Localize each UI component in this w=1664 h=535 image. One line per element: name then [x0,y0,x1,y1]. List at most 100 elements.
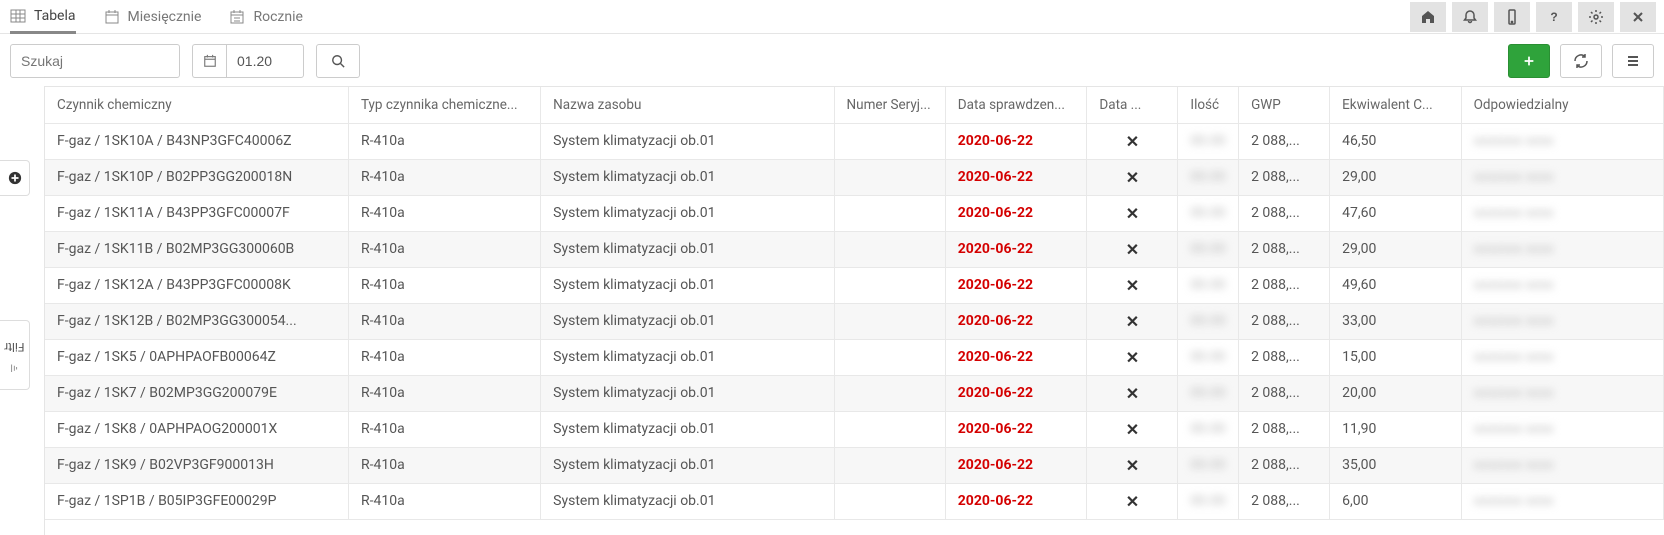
table-row[interactable]: F-gaz / 1SK10P / B02PP3GG200018NR-410aSy… [45,159,1664,195]
cell-ilosc: 00.00 [1178,195,1239,231]
cell-typ: R-410a [348,339,540,375]
add-button[interactable] [1508,44,1550,78]
table-row[interactable]: F-gaz / 1SK5 / 0APHPAOFB00064ZR-410aSyst… [45,339,1664,375]
col-ekw[interactable]: Ekwiwalent C... [1330,87,1462,123]
cell-numer [834,123,945,159]
cell-nazwa: System klimatyzacji ob.01 [541,375,834,411]
cell-ilosc: 00.00 [1178,447,1239,483]
tab-miesiecznie-label: Miesięcznie [128,9,202,25]
col-typ[interactable]: Typ czynnika chemiczne... [348,87,540,123]
phone-icon [1504,9,1520,25]
settings-button[interactable] [1578,2,1614,32]
col-numer[interactable]: Numer Seryj... [834,87,945,123]
cell-dataspr: 2020-06-22 [945,303,1087,339]
cell-data2: ✕ [1087,411,1178,447]
cell-typ: R-410a [348,303,540,339]
table-row[interactable]: F-gaz / 1SK10A / B43NP3GFC40006ZR-410aSy… [45,123,1664,159]
cell-data2: ✕ [1087,159,1178,195]
col-gwp[interactable]: GWP [1239,87,1330,123]
gear-icon [1588,9,1604,25]
table-header-row: Czynnik chemiczny Typ czynnika chemiczne… [45,87,1664,123]
cell-ekw: 29,00 [1330,231,1462,267]
cell-typ: R-410a [348,123,540,159]
cell-typ: R-410a [348,483,540,519]
cell-czynnik: F-gaz / 1SK9 / B02VP3GF900013H [45,447,348,483]
cell-ekw: 49,60 [1330,267,1462,303]
table-row[interactable]: F-gaz / 1SP1B / B05IP3GFE00029PR-410aSys… [45,483,1664,519]
table-row[interactable]: F-gaz / 1SK11B / B02MP3GG300060BR-410aSy… [45,231,1664,267]
cell-gwp: 2 088,... [1239,339,1330,375]
hamburger-icon [1625,53,1641,69]
cell-numer [834,195,945,231]
tab-tabela[interactable]: Tabela [10,1,76,34]
tab-miesiecznie[interactable]: Miesięcznie [104,0,202,33]
cell-dataspr: 2020-06-22 [945,123,1087,159]
search-input[interactable] [10,44,180,78]
cell-ilosc: 00.00 [1178,159,1239,195]
cell-czynnik: F-gaz / 1SK11B / B02MP3GG300060B [45,231,348,267]
cell-nazwa: System klimatyzacji ob.01 [541,159,834,195]
cell-data2: ✕ [1087,267,1178,303]
cell-ekw: 20,00 [1330,375,1462,411]
filter-icon [10,363,20,373]
cell-odp: xxxxxxx xxxx [1461,231,1663,267]
cell-ekw: 47,60 [1330,195,1462,231]
cell-typ: R-410a [348,267,540,303]
plus-icon [1522,54,1536,68]
table-icon [10,8,26,24]
search-button[interactable] [316,44,360,78]
cell-data2: ✕ [1087,447,1178,483]
date-input[interactable] [226,44,304,78]
cell-odp: xxxxxxx xxxx [1461,303,1663,339]
col-odp[interactable]: Odpowiedzialny [1461,87,1663,123]
cell-gwp: 2 088,... [1239,267,1330,303]
search-icon [331,54,345,68]
cell-dataspr: 2020-06-22 [945,447,1087,483]
cell-czynnik: F-gaz / 1SK10P / B02PP3GG200018N [45,159,348,195]
table-row[interactable]: F-gaz / 1SK7 / B02MP3GG200079ER-410aSyst… [45,375,1664,411]
cell-typ: R-410a [348,231,540,267]
cell-numer [834,447,945,483]
table-row[interactable]: F-gaz / 1SK9 / B02VP3GF900013HR-410aSyst… [45,447,1664,483]
cell-odp: xxxxxxx xxxx [1461,411,1663,447]
rail-add-button[interactable] [0,160,30,196]
col-nazwa[interactable]: Nazwa zasobu [541,87,834,123]
col-czynnik[interactable]: Czynnik chemiczny [45,87,348,123]
cell-nazwa: System klimatyzacji ob.01 [541,303,834,339]
col-data2[interactable]: Data ... [1087,87,1178,123]
cell-nazwa: System klimatyzacji ob.01 [541,339,834,375]
cell-numer [834,231,945,267]
home-button[interactable] [1410,2,1446,32]
cell-nazwa: System klimatyzacji ob.01 [541,447,834,483]
rail-filter-label: Filtr [4,340,24,354]
mobile-button[interactable] [1494,2,1530,32]
cell-czynnik: F-gaz / 1SK7 / B02MP3GG200079E [45,375,348,411]
cell-dataspr: 2020-06-22 [945,339,1087,375]
calendar-year-icon [229,9,245,25]
tab-rocznie-label: Rocznie [253,9,302,25]
rail-filter-tab[interactable]: Filtr [0,320,30,390]
cell-ekw: 6,00 [1330,483,1462,519]
cell-gwp: 2 088,... [1239,195,1330,231]
close-icon [1630,9,1646,25]
cell-nazwa: System klimatyzacji ob.01 [541,267,834,303]
help-button[interactable]: ? [1536,2,1572,32]
tab-rocznie[interactable]: Rocznie [229,0,302,33]
col-dataspr[interactable]: Data sprawdzen... [945,87,1087,123]
table-row[interactable]: F-gaz / 1SK8 / 0APHPAOG200001XR-410aSyst… [45,411,1664,447]
table-row[interactable]: F-gaz / 1SK12A / B43PP3GFC00008KR-410aSy… [45,267,1664,303]
refresh-button[interactable] [1560,44,1602,78]
cell-dataspr: 2020-06-22 [945,159,1087,195]
col-ilosc[interactable]: Ilość [1178,87,1239,123]
table-row[interactable]: F-gaz / 1SK12B / B02MP3GG300054...R-410a… [45,303,1664,339]
cell-gwp: 2 088,... [1239,375,1330,411]
close-button[interactable] [1620,2,1656,32]
table-row[interactable]: F-gaz / 1SK11A / B43PP3GFC00007FR-410aSy… [45,195,1664,231]
cell-ilosc: 00.00 [1178,375,1239,411]
menu-button[interactable] [1612,44,1654,78]
notifications-button[interactable] [1452,2,1488,32]
date-picker-button[interactable] [192,44,226,78]
cell-ekw: 33,00 [1330,303,1462,339]
cell-odp: xxxxxxx xxxx [1461,123,1663,159]
cell-ilosc: 00.00 [1178,267,1239,303]
